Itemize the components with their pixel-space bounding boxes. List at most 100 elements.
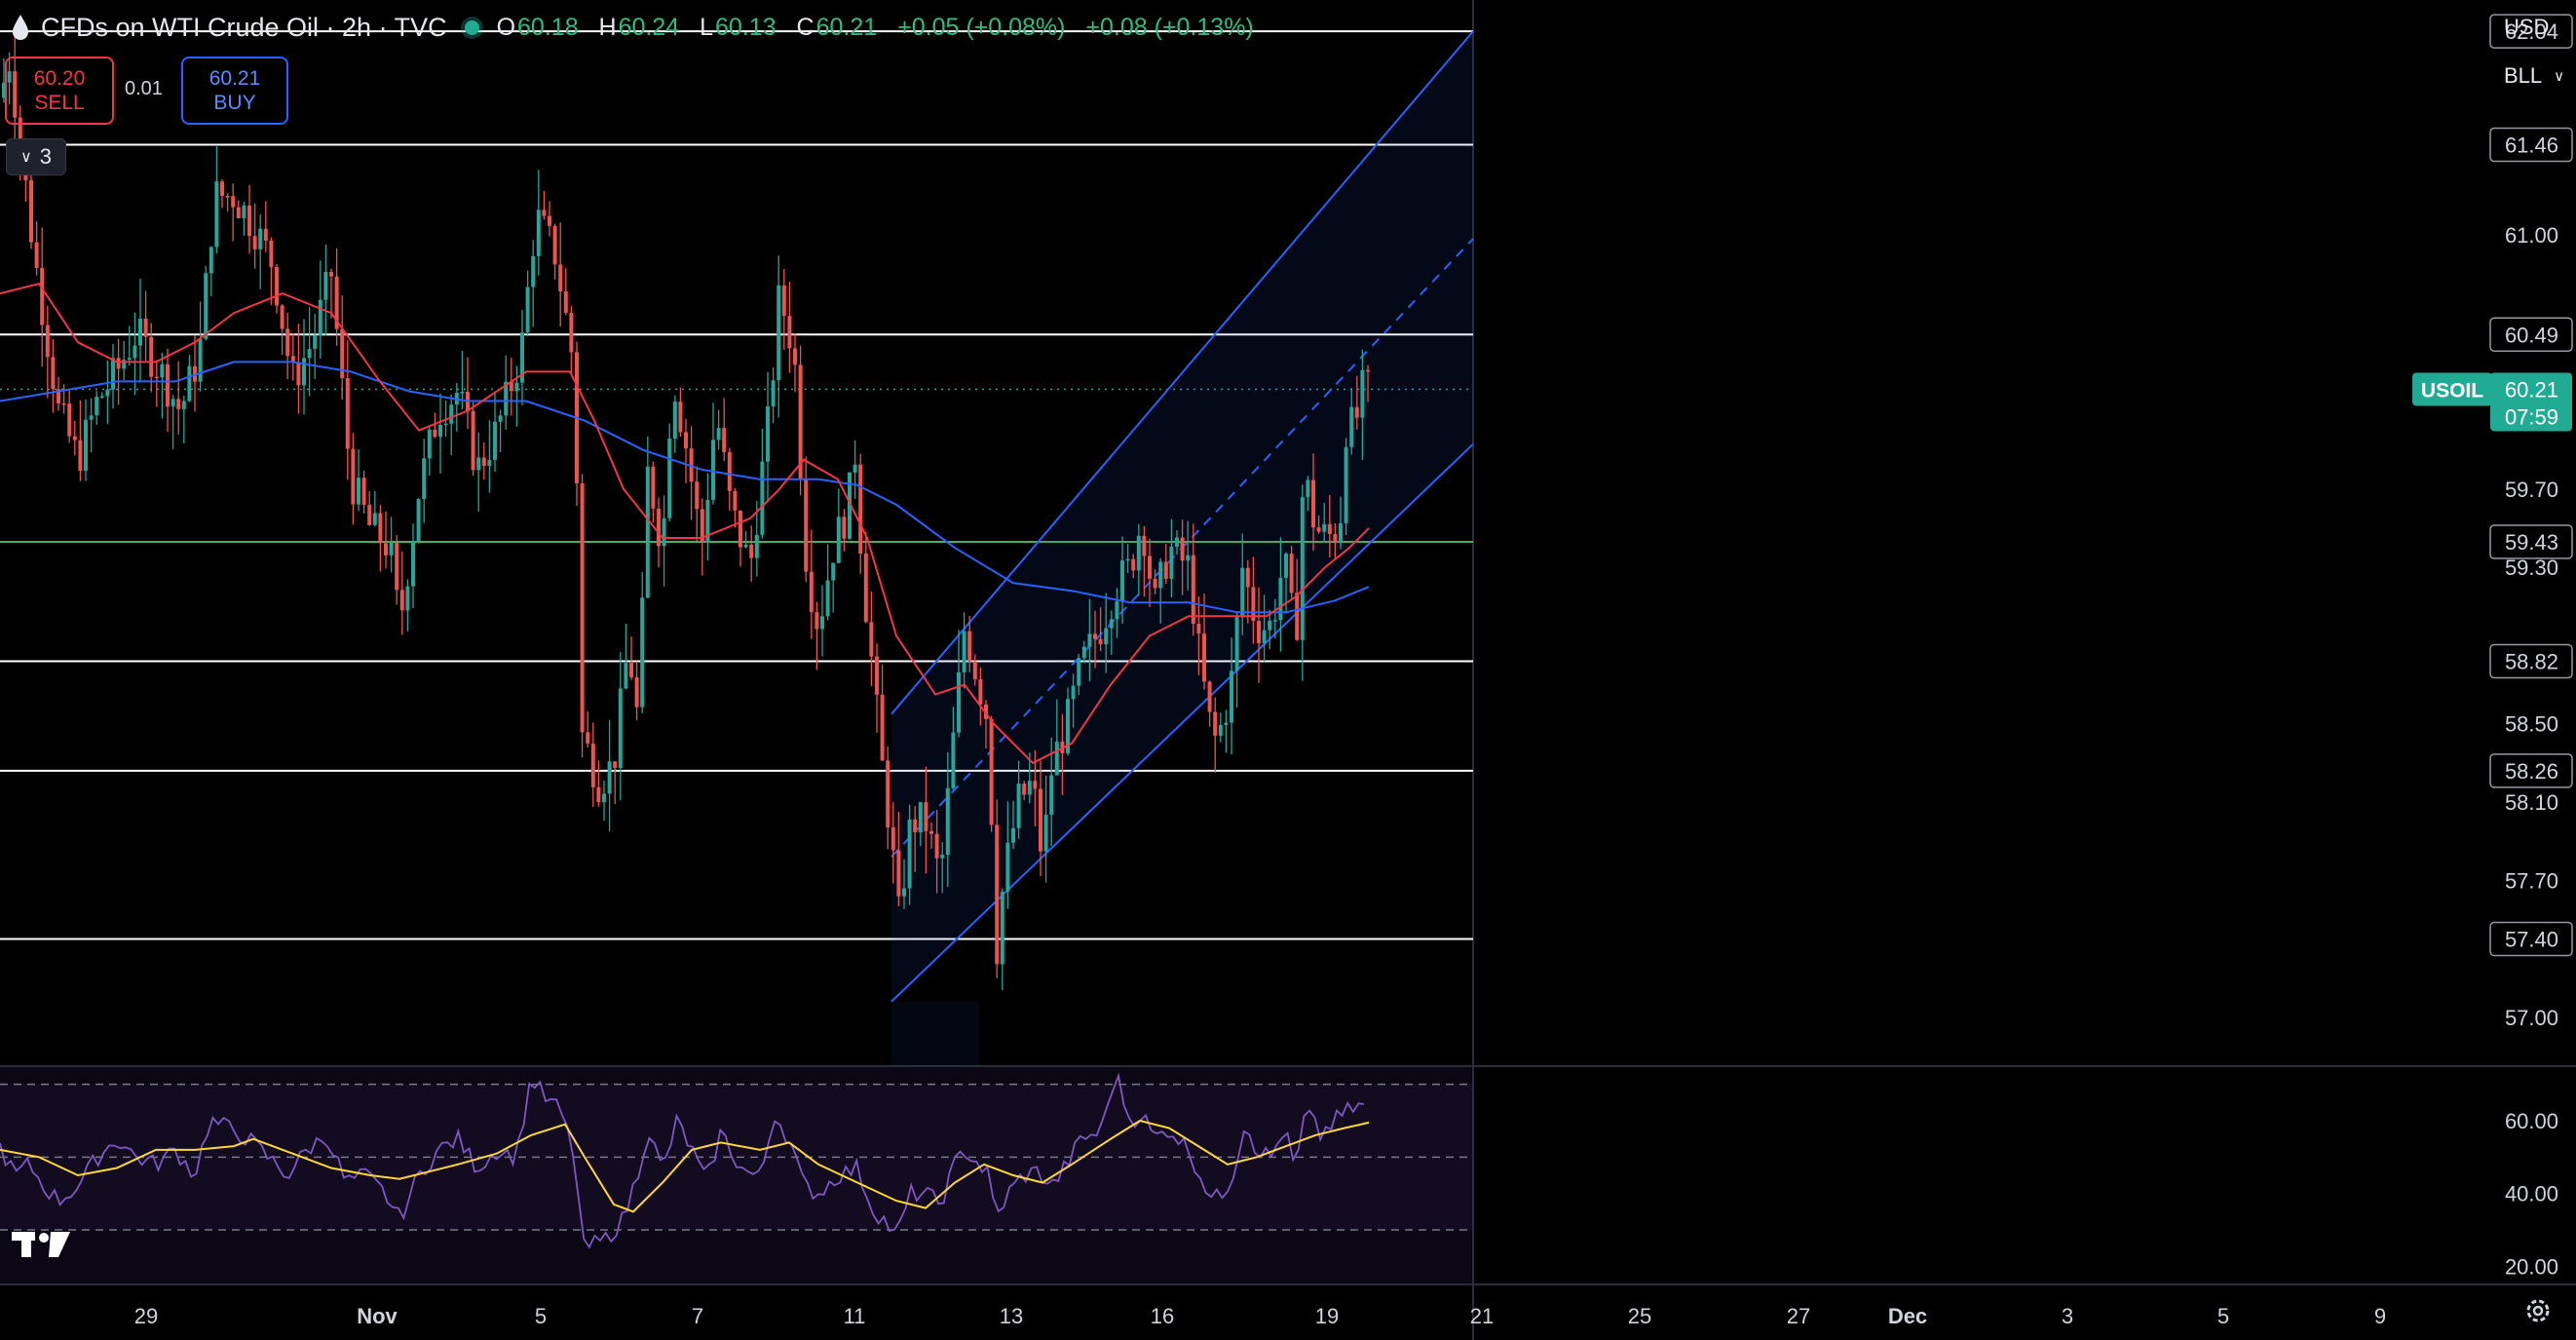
candle-body — [95, 397, 99, 416]
candle-body — [1016, 784, 1021, 828]
candle-body — [198, 338, 203, 382]
currency-select[interactable]: USD — [2504, 15, 2550, 39]
candle-body — [1268, 620, 1272, 631]
candle-body — [907, 819, 912, 889]
candle-body — [280, 305, 284, 329]
candle-body — [1077, 658, 1081, 686]
buy-button[interactable]: 60.21 BUY — [181, 57, 288, 125]
candle-body — [672, 402, 677, 440]
candle-body — [1316, 527, 1321, 532]
time-tick-label: 27 — [1787, 1304, 1810, 1328]
price-tick-label: 59.30 — [2505, 555, 2558, 580]
oil-drop-icon — [13, 15, 28, 40]
last-price-label: 60.21 — [2505, 377, 2558, 402]
horizontal-levels[interactable] — [0, 30, 1473, 940]
price-tick-label: 59.43 — [2505, 530, 2558, 555]
rsi-tick-label: 40.00 — [2505, 1182, 2558, 1206]
price-tick-label: 57.00 — [2505, 1006, 2558, 1030]
candle-body — [405, 586, 410, 611]
candle-body — [596, 786, 601, 803]
candle-body — [809, 571, 814, 613]
candle-body — [754, 534, 759, 558]
candle-body — [51, 357, 56, 390]
price-tick-label: 58.10 — [2505, 790, 2558, 815]
rsi-pane — [0, 1072, 1473, 1249]
candle-body — [902, 888, 906, 897]
candle-body — [913, 819, 918, 833]
candle-body — [580, 482, 585, 733]
chevron-down-icon: ∨ — [20, 149, 32, 166]
time-axis[interactable]: 29 Nov 5 7 11 13 16 19 21 25 27 Dec 3 5 9 — [134, 1304, 2386, 1328]
candle-body — [438, 424, 442, 438]
candle-body — [367, 505, 372, 525]
candle-body — [749, 544, 754, 558]
candle-body — [1366, 369, 1370, 372]
symbol-badge — [2412, 372, 2492, 406]
candle-body — [814, 612, 819, 630]
candle-body — [984, 704, 988, 719]
parallel-channel[interactable] — [890, 30, 1474, 1066]
symbol-title[interactable]: CFDs on WTI Crude Oil · 2h · TVC — [41, 12, 447, 42]
candle-body — [2, 82, 6, 98]
candle-body — [929, 830, 933, 834]
candle-body — [296, 362, 301, 386]
candle-body — [1327, 523, 1332, 534]
candle-body — [329, 272, 333, 277]
candle-body — [99, 396, 104, 398]
candle-body — [825, 580, 830, 617]
candle-body — [607, 761, 612, 794]
candle-body — [886, 760, 890, 827]
candle-body — [334, 276, 339, 329]
candle-body — [957, 671, 961, 733]
indicators-collapse-button[interactable]: ∨ 3 — [6, 138, 66, 175]
time-tick-label: 3 — [2062, 1304, 2073, 1328]
time-tick-label: 25 — [1628, 1304, 1651, 1328]
sell-button[interactable]: 60.20 SELL — [5, 57, 114, 125]
candle-body — [760, 461, 765, 535]
candle-body — [476, 457, 481, 471]
moving-averages — [0, 282, 1370, 765]
candle-body — [1175, 537, 1179, 547]
level-price-badge — [2489, 643, 2573, 679]
candle-body — [176, 399, 181, 409]
candle-body — [40, 267, 45, 325]
candle-body — [395, 542, 399, 591]
candle-body — [78, 440, 83, 472]
candle-body — [1295, 593, 1300, 640]
candle-body — [1339, 522, 1343, 544]
candle-body — [743, 544, 748, 548]
candle-body — [1153, 578, 1157, 589]
unit-select[interactable]: BLL ∨ — [2504, 63, 2565, 88]
candle-body — [1333, 533, 1338, 544]
candle-body — [307, 348, 312, 359]
candle-body — [1230, 670, 1233, 723]
candle-body — [727, 452, 732, 491]
rsi-tick-label: 60.00 — [2505, 1109, 2558, 1133]
gear-icon[interactable] — [2523, 1296, 2553, 1325]
candle-body — [1136, 535, 1141, 571]
candle-body — [1207, 681, 1212, 712]
last-price-badge — [2490, 372, 2572, 432]
candle-body — [645, 466, 650, 598]
candle-body — [166, 364, 170, 407]
candle-body — [804, 479, 809, 572]
tradingview-logo-icon[interactable] — [12, 1230, 72, 1259]
time-tick-label: 7 — [692, 1304, 703, 1328]
buy-label: BUY — [213, 92, 256, 114]
candle-body — [399, 590, 404, 611]
candle-body — [787, 316, 792, 349]
candle-body — [777, 285, 781, 381]
candle-body — [18, 117, 22, 147]
candle-body — [127, 358, 132, 361]
candle-body — [602, 793, 606, 803]
candle-body — [1087, 633, 1092, 647]
candle-body — [263, 228, 268, 241]
time-tick-label: Dec — [1888, 1304, 1927, 1328]
candle-body — [1049, 775, 1054, 815]
candle-body — [143, 318, 148, 337]
candle-body — [89, 415, 94, 420]
candle-body — [1027, 781, 1032, 795]
channel-fill — [891, 31, 1473, 1002]
